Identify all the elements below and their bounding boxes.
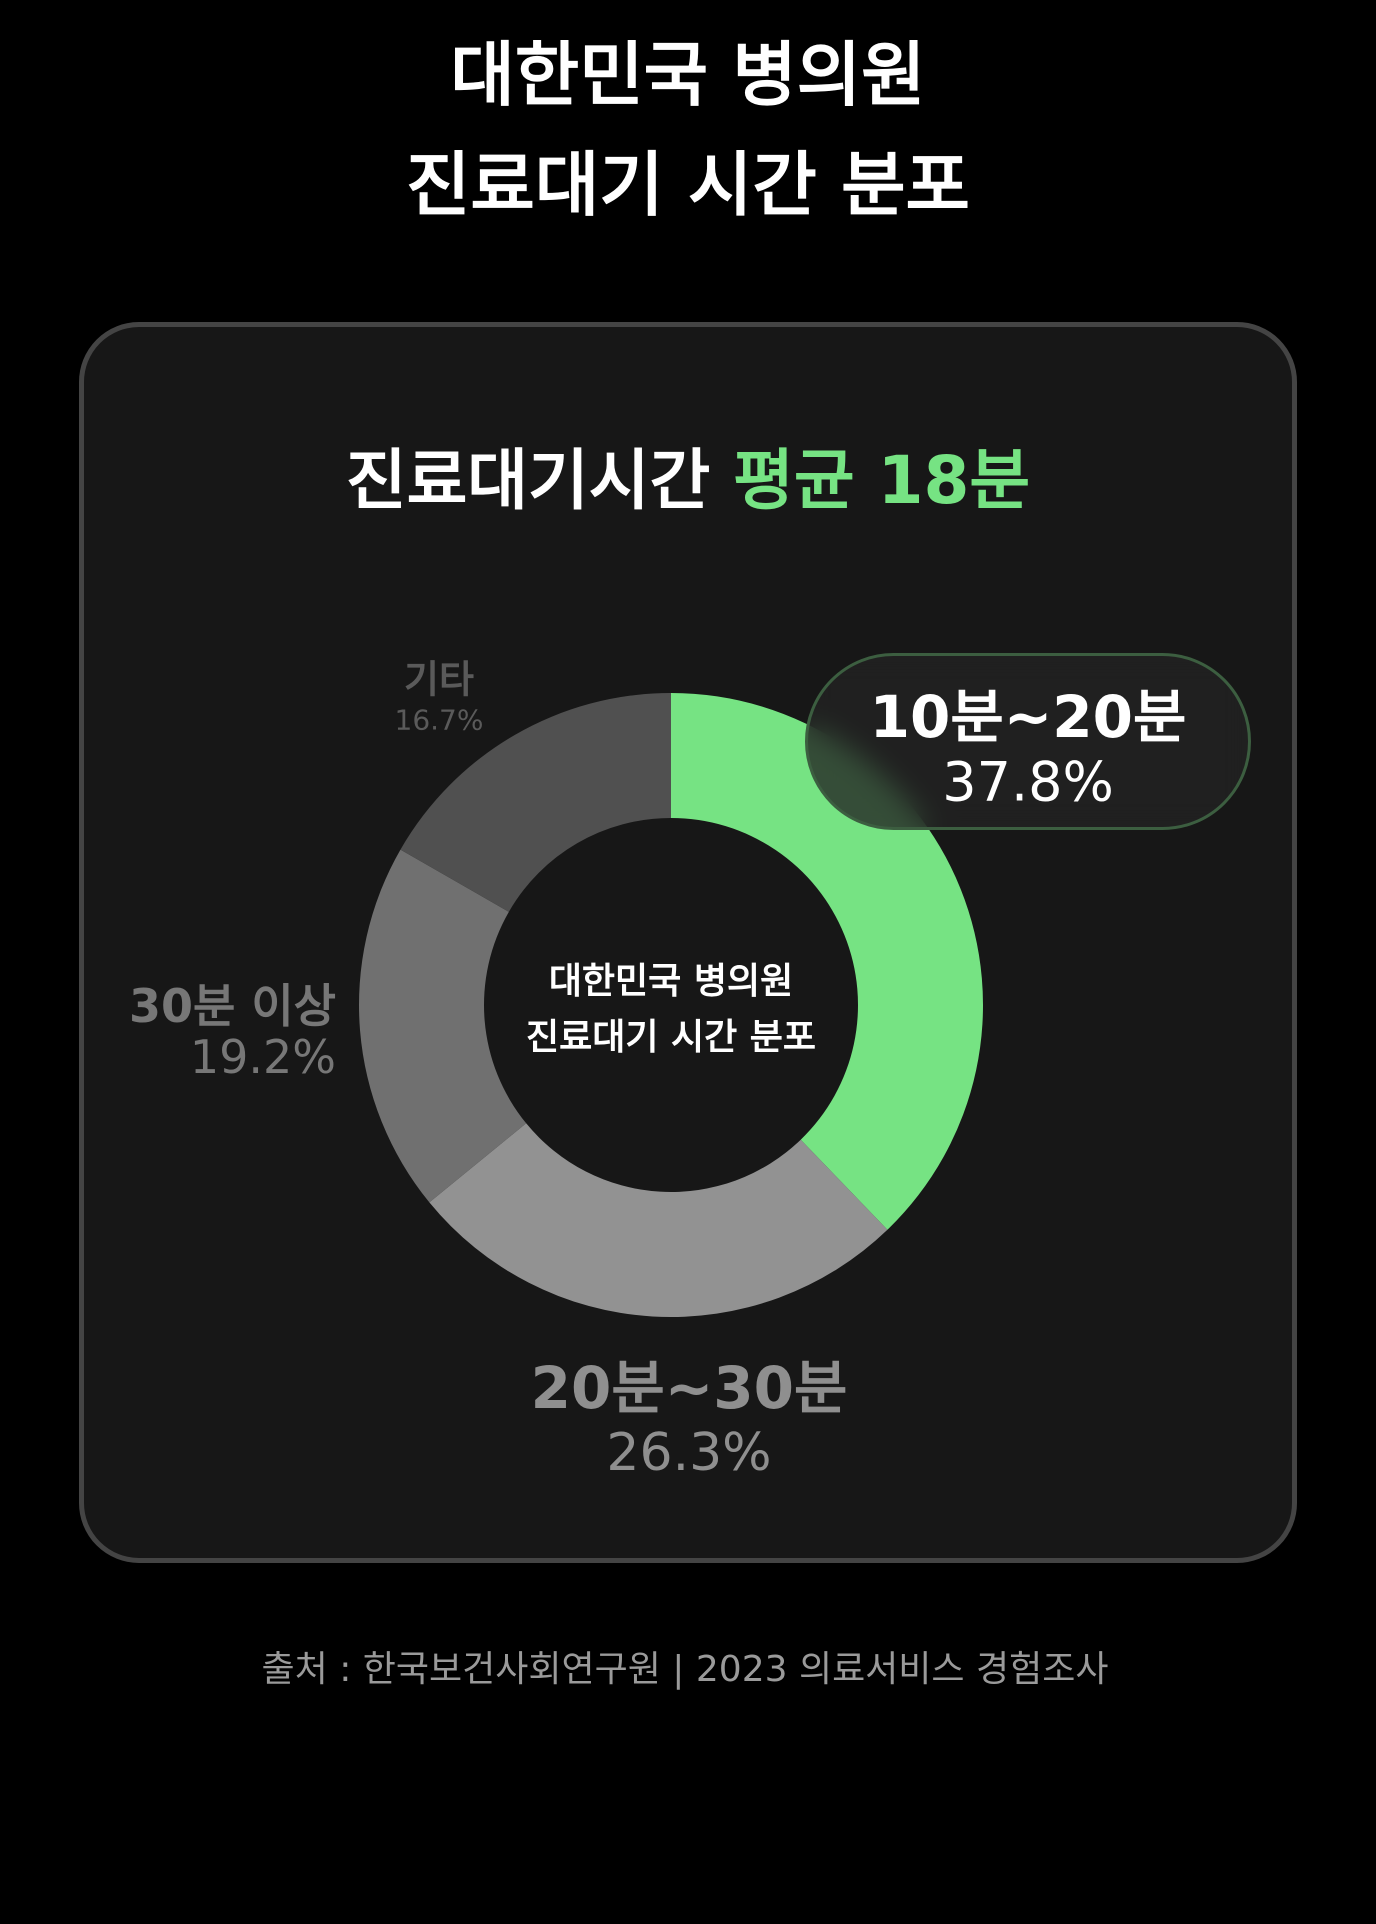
title-line-2: 진료대기 시간 분포 [406,144,970,226]
title-line-1: 대한민국 병의원 [450,34,926,116]
donut-slice-3 [400,693,671,912]
chart-heading: 진료대기시간 평균 18분 [346,427,1030,523]
slice-label-0: 10분~20분 [869,683,1187,751]
page-title: 대한민국 병의원 진료대기 시간 분포 [0,0,1376,240]
center-label-line-1: 대한민국 병의원 [548,961,794,1002]
slice-value-0: 37.8% [942,750,1114,814]
slice-label-1: 20분~30분 [530,1354,848,1422]
slice-value-2: 19.2% [189,1030,336,1084]
highlight-callout [805,653,1251,830]
source-note: 출처 : 한국보건사회연구원 | 2023 의료서비스 경험조사 [261,1649,1109,1690]
donut-slice-1 [429,1123,888,1318]
donut-slice-2 [358,849,527,1203]
heading-average: 평균 18분 [733,442,1031,519]
heading-prefix: 진료대기시간 [345,442,711,519]
slice-label-2: 30분 이상 [129,979,336,1033]
slice-value-3: 16.7% [394,703,484,737]
slice-label-3: 기타 [404,657,474,702]
chart-card [79,322,1297,1563]
center-label-line-2: 진료대기 시간 분포 [525,1017,817,1058]
slice-value-1: 26.3% [606,1423,772,1483]
